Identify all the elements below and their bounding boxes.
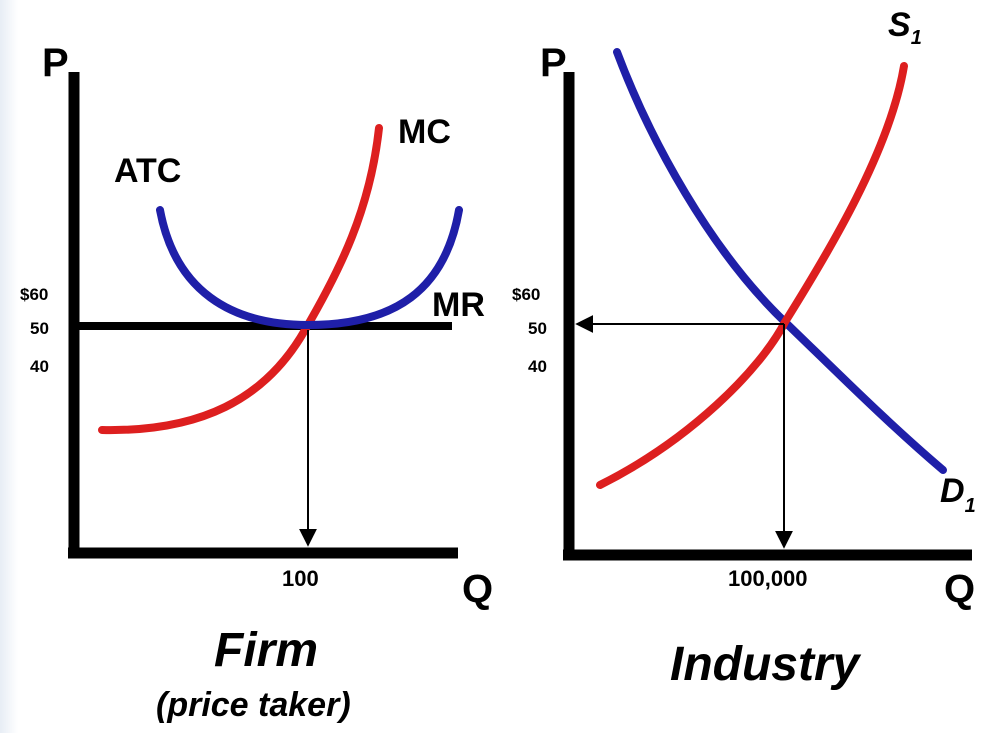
industry-demand-label: D1: [940, 472, 976, 517]
industry-demand-curve: [613, 48, 947, 474]
firm-x-axis-label: Q: [462, 567, 493, 611]
firm-chart: P Q $60 50 40 100 ATC MC MR Firm (price …: [20, 41, 493, 724]
industry-chart: P Q $60 50 40 100,000 S1 D1 Industry: [512, 6, 976, 691]
industry-supply-subscript: 1: [911, 27, 922, 49]
industry-y-tick-40: 40: [528, 357, 547, 376]
industry-x-axis-label: Q: [944, 567, 975, 611]
firm-y-tick-50: 50: [30, 319, 49, 338]
industry-x-tick-100000: 100,000: [728, 566, 808, 591]
industry-demand-subscript: 1: [965, 495, 976, 517]
industry-supply-curve: [596, 62, 908, 489]
firm-mc-label: MC: [398, 113, 451, 151]
firm-y-tick-40: 40: [30, 357, 49, 376]
industry-title: Industry: [670, 638, 862, 691]
industry-y-tick-60: $60: [512, 285, 540, 304]
firm-atc-curve: [156, 206, 463, 330]
industry-demand-letter: D: [940, 472, 965, 510]
industry-supply-letter: S: [888, 6, 911, 44]
firm-y-tick-60: $60: [20, 285, 48, 304]
firm-mr-label: MR: [432, 286, 485, 324]
firm-subtitle: (price taker): [156, 686, 351, 724]
firm-x-tick-100: 100: [282, 566, 319, 591]
industry-y-axis-label: P: [540, 41, 567, 85]
industry-supply-label: S1: [888, 6, 922, 49]
firm-y-axis-label: P: [42, 41, 69, 85]
firm-title: Firm: [214, 624, 318, 677]
firm-mc-curve: [98, 124, 383, 435]
firm-atc-label: ATC: [114, 152, 181, 190]
industry-y-tick-50: 50: [528, 319, 547, 338]
